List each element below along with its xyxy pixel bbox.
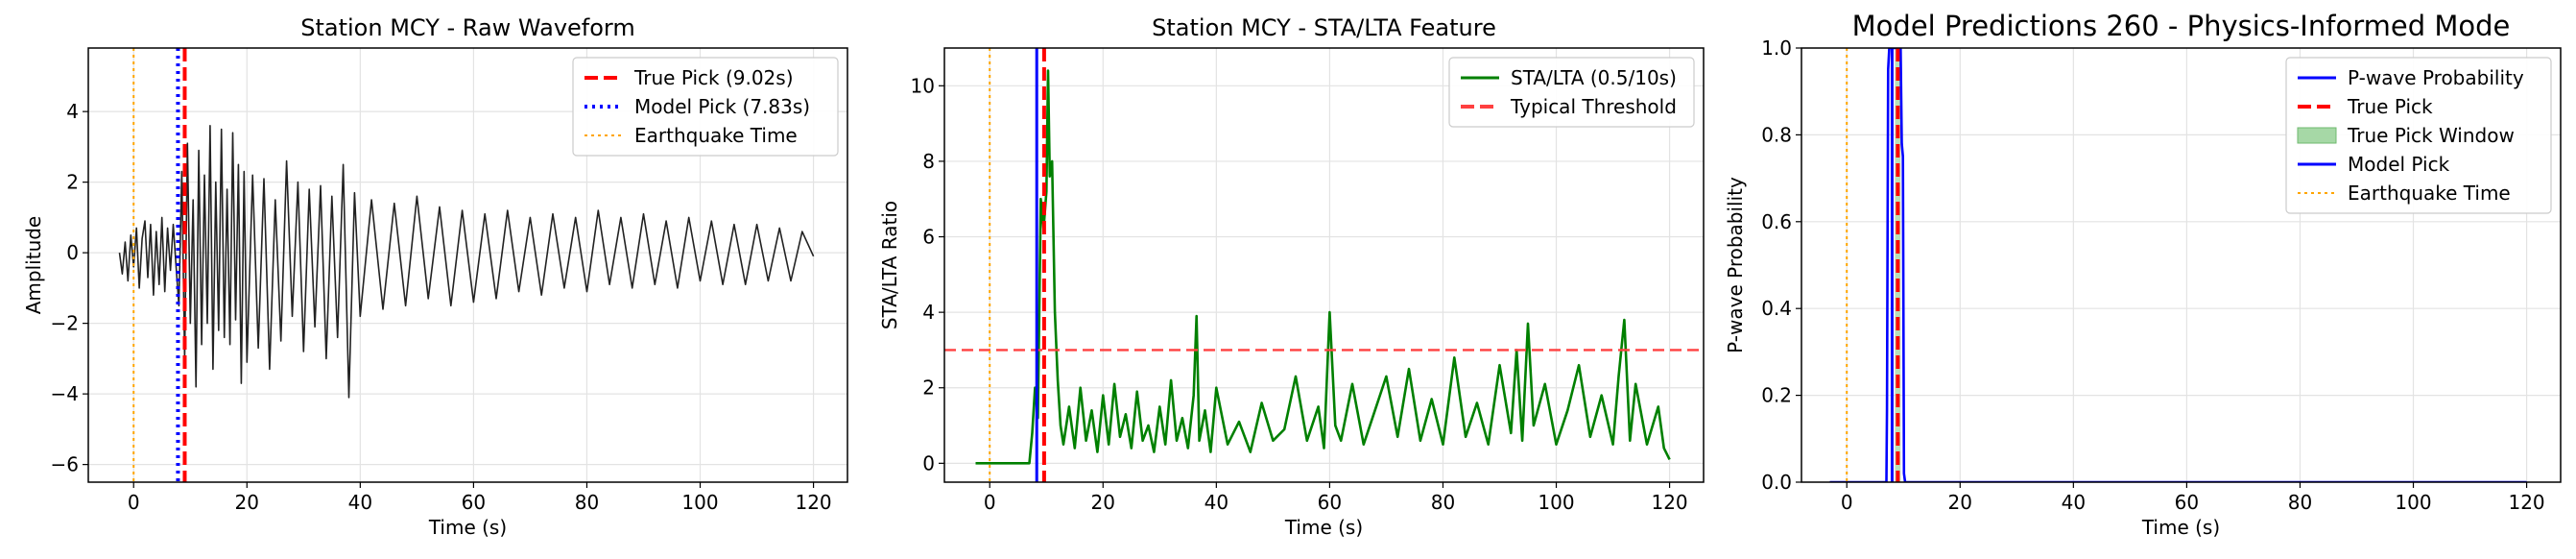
x-axis-label: Time (s) [428,516,507,539]
legend-entry: True Pick (9.02s) [633,66,794,89]
x-tick-label: 100 [1538,491,1574,514]
chart-panel-1: 0 20 40 60 80 100 120 −6 −4 −2 0 2 4 Station MCY - Ra… [22,14,848,539]
legend-entry: Earthquake Time [2348,182,2511,205]
legend-entry: Typical Threshold [1510,95,1677,118]
plot-frame [87,47,848,483]
x-tick-label: 40 [348,491,372,514]
series-line [975,69,1671,465]
plot-area [1801,48,2561,482]
chart-panel-2: 0 20 40 60 80 100 120 0 2 4 6 8 10 Station MCY - STA/… [878,14,1705,539]
x-tick-label: 60 [1318,491,1342,514]
x-tick-label: 0 [984,491,996,514]
legend-entry: STA/LTA (0.5/10s) [1511,66,1677,89]
x-tick-label: 80 [2288,491,2312,514]
x-axis-label: Time (s) [2141,516,2220,539]
y-tick-label: 10 [911,74,935,97]
y-tick-label: 0.8 [1761,123,1792,146]
y-tick-label: 0 [922,451,935,474]
legend-box [2285,57,2552,214]
x-tick-label: 60 [462,491,486,514]
legend-entry: P-wave Probability [2348,66,2524,89]
y-tick-label: 4 [66,100,79,123]
x-tick-label: 20 [235,491,259,514]
y-tick-label: −2 [51,312,79,335]
chart-panel-3: 0 20 40 60 80 100 120 0.0 0.2 0.4 0.6 0.8 1.0 Model P… [1724,10,2562,539]
y-tick-label: 8 [922,150,935,173]
y-tick-label: 0.4 [1761,297,1792,320]
x-tick-label: 0 [128,491,140,514]
legend-swatch [2297,127,2337,144]
y-tick-label: 1.0 [1761,36,1792,60]
x-tick-label: 20 [1091,491,1115,514]
x-axis-label: Time (s) [1284,516,1363,539]
y-tick-label: 0.2 [1761,384,1792,407]
x-tick-label: 80 [1431,491,1455,514]
series-line [118,125,815,399]
plot-frame [943,47,1705,483]
y-axis-label: Amplitude [22,216,45,315]
x-tick-label: 40 [1205,491,1228,514]
x-tick-label: 100 [2395,491,2431,514]
y-tick-label: 0.6 [1761,210,1792,233]
x-tick-label: 100 [681,491,718,514]
series-line [1829,48,2527,482]
x-tick-label: 0 [1841,491,1853,514]
legend-box [1448,57,1695,128]
y-tick-label: 0.0 [1761,471,1792,494]
y-tick-label: 2 [66,171,79,194]
legend-entry: True Pick [2347,95,2433,118]
x-tick-label: 120 [795,491,831,514]
legend: True Pick (9.02s) Model Pick (7.83s) Earth… [572,57,839,157]
x-tick-label: 120 [2508,491,2544,514]
y-tick-label: 6 [922,226,935,249]
y-axis-label: P-wave Probability [1724,177,1747,353]
x-tick-label: 80 [575,491,599,514]
y-tick-label: −4 [51,382,79,405]
legend: STA/LTA (0.5/10s) Typical Threshold [1448,57,1695,128]
y-tick-label: 4 [922,301,935,324]
y-tick-label: −6 [51,453,79,476]
legend-box [572,57,839,157]
chart-title: Model Predictions 260 - Physics-Informed… [1852,10,2511,42]
y-tick-label: 2 [922,377,935,400]
x-tick-label: 60 [2175,491,2199,514]
x-tick-label: 20 [1948,491,1972,514]
y-axis-label: STA/LTA Ratio [878,201,901,329]
legend-entry: True Pick Window [2347,124,2515,147]
legend: P-wave Probability True Pick True Pick Win… [2285,57,2552,214]
chart-title: Station MCY - Raw Waveform [300,14,635,41]
chart-title: Station MCY - STA/LTA Feature [1152,14,1496,41]
y-tick-label: 0 [66,241,79,264]
legend-entry: Model Pick [2348,153,2450,176]
legend-entry: Earthquake Time [634,124,798,147]
x-tick-label: 120 [1651,491,1687,514]
x-tick-label: 40 [2062,491,2086,514]
legend-entry: Model Pick (7.83s) [634,95,810,118]
plot-frame [1801,47,2562,483]
